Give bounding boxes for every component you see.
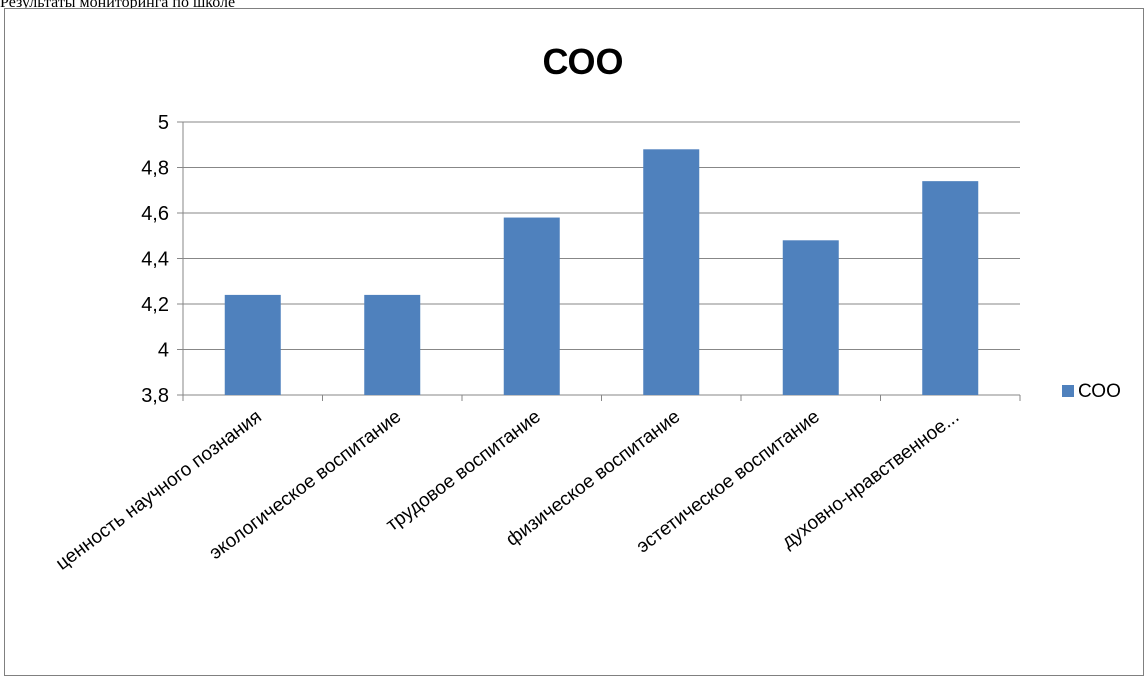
bar bbox=[503, 217, 560, 395]
legend-label: СОО bbox=[1078, 381, 1121, 402]
y-tick-label: 4,6 bbox=[141, 203, 169, 225]
page-caption: Результаты мониторинга по школе bbox=[0, 0, 236, 11]
y-tick-label: 4,8 bbox=[141, 158, 169, 180]
bar bbox=[922, 181, 979, 395]
category-label: трудовое воспитание bbox=[382, 406, 544, 536]
y-tick-label: 3,8 bbox=[141, 385, 169, 407]
y-tick-label: 5 bbox=[158, 112, 169, 134]
y-tick-label: 4 bbox=[158, 340, 169, 362]
chart-title: СОО bbox=[542, 41, 623, 82]
y-tick-label: 4,4 bbox=[141, 249, 169, 271]
bar bbox=[643, 149, 700, 395]
legend-swatch bbox=[1062, 385, 1074, 397]
bar bbox=[364, 294, 421, 395]
y-tick-label: 4,2 bbox=[141, 294, 169, 316]
bar bbox=[224, 294, 281, 395]
bar bbox=[782, 240, 839, 395]
